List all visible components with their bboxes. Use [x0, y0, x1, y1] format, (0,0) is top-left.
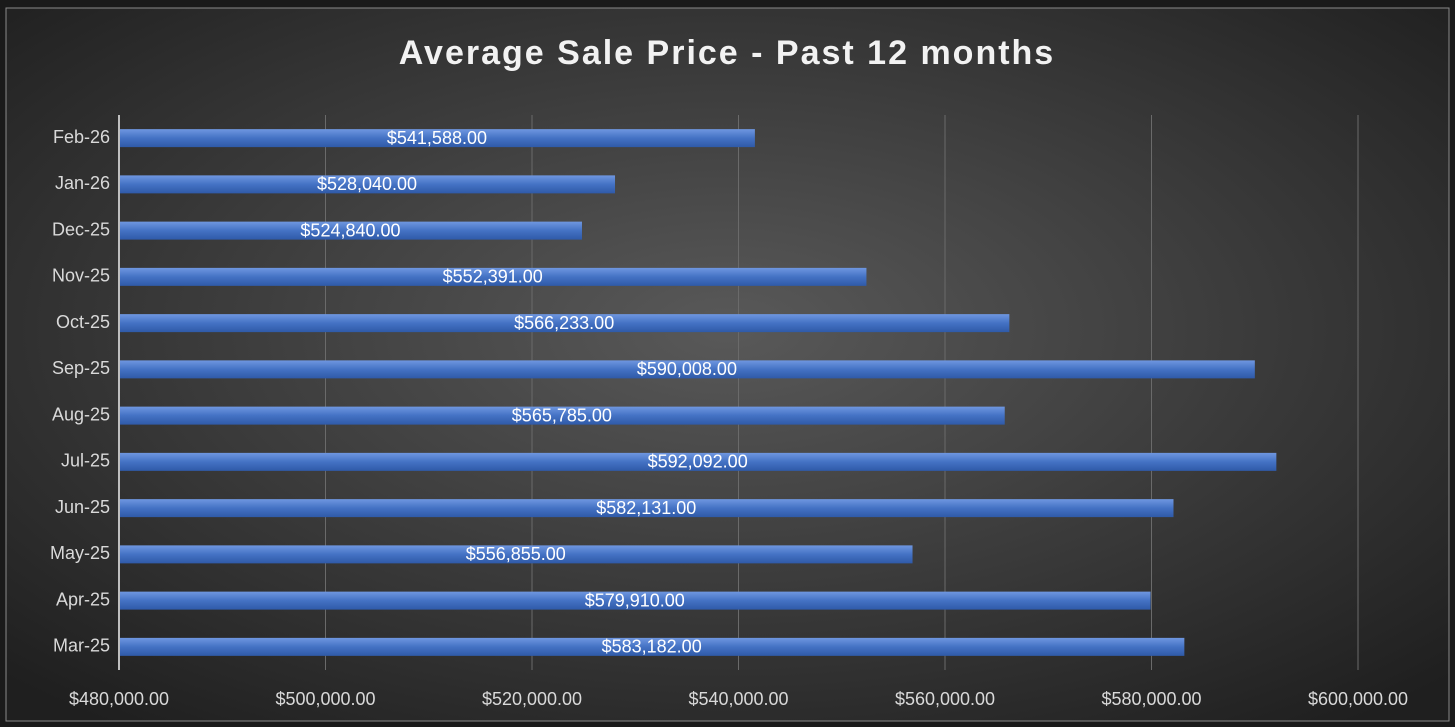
bar	[119, 314, 1010, 333]
x-tick-label: $500,000.00	[275, 689, 375, 709]
data-label: $552,391.00	[443, 267, 543, 287]
y-tick-label: Sep-25	[52, 358, 110, 378]
bar	[119, 221, 582, 240]
chart-title: Average Sale Price - Past 12 months	[399, 34, 1055, 72]
bar	[119, 499, 1174, 518]
data-label: $556,855.00	[466, 544, 566, 564]
bar	[119, 406, 1005, 425]
data-label: $524,840.00	[300, 220, 400, 240]
data-label: $528,040.00	[317, 174, 417, 194]
y-tick-label: Jun-25	[55, 497, 110, 517]
x-tick-label: $600,000.00	[1308, 689, 1408, 709]
y-tick-label: Jul-25	[61, 451, 110, 471]
bar	[119, 545, 913, 564]
y-tick-label: Dec-25	[52, 219, 110, 239]
y-tick-label: Mar-25	[53, 636, 110, 656]
data-label: $583,182.00	[602, 637, 702, 657]
y-tick-label: Apr-25	[56, 589, 110, 609]
y-tick-label: Oct-25	[56, 312, 110, 332]
x-tick-label: $480,000.00	[69, 689, 169, 709]
data-label: $579,910.00	[585, 590, 685, 610]
y-tick-label: Nov-25	[52, 266, 110, 286]
bar	[119, 175, 616, 194]
data-label: $565,785.00	[512, 405, 612, 425]
bar	[119, 637, 1185, 656]
bar	[119, 452, 1277, 471]
y-tick-label: Aug-25	[52, 404, 110, 424]
y-tick-label: Jan-26	[55, 173, 110, 193]
bar	[119, 591, 1151, 610]
bar	[119, 360, 1255, 379]
y-tick-label: May-25	[50, 543, 110, 563]
x-tick-label: $580,000.00	[1101, 689, 1201, 709]
x-tick-label: $520,000.00	[482, 689, 582, 709]
x-tick-label: $560,000.00	[895, 689, 995, 709]
data-label: $541,588.00	[387, 128, 487, 148]
data-label: $590,008.00	[637, 359, 737, 379]
data-label: $582,131.00	[596, 498, 696, 518]
y-tick-label: Feb-26	[53, 127, 110, 147]
x-tick-label: $540,000.00	[688, 689, 788, 709]
data-label: $592,092.00	[648, 452, 748, 472]
bar	[119, 267, 867, 286]
bar	[119, 129, 755, 148]
data-label: $566,233.00	[514, 313, 614, 333]
